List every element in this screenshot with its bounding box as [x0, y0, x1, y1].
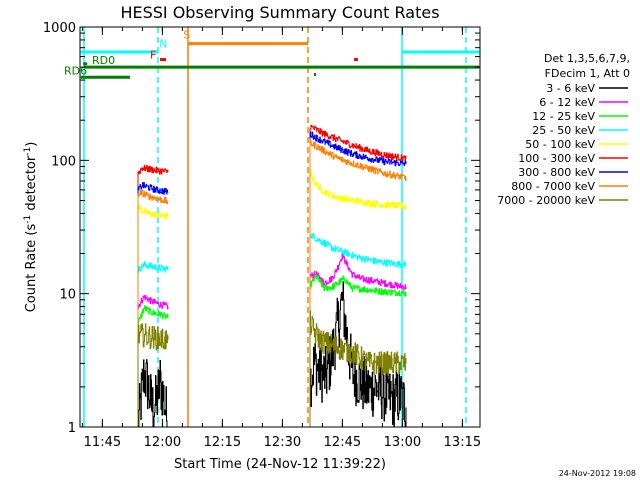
legend-label: 100 - 300 keV [518, 152, 595, 165]
legend: Det 1,3,5,6,7,9, FDecim 1, Att 0 3 - 6 k… [497, 52, 630, 207]
legend-header-line2: FDecim 1, Att 0 [545, 67, 630, 80]
x-tick-label: 12:00 [144, 435, 181, 450]
series-line [309, 170, 407, 427]
annotation-label: RD0 [92, 54, 115, 67]
series-line [137, 323, 169, 427]
annotation-label: RD6 [64, 65, 87, 78]
chart-title: HESSI Observing Summary Count Rates [120, 3, 439, 22]
series-line [309, 131, 407, 427]
y-tick-label: 1000 [43, 21, 76, 36]
y-axis-label: Count Rate (s-1 detector-1) [23, 142, 39, 313]
y-axis-label-part3: ) [24, 142, 39, 147]
series-line [309, 274, 407, 427]
series-line [309, 310, 407, 427]
y-axis-label-part2: detector [24, 155, 39, 215]
legend-label: 800 - 7000 keV [511, 180, 595, 193]
x-tick-label: 12:30 [264, 435, 301, 450]
legend-label: 50 - 100 keV [525, 138, 595, 151]
legend-label: 25 - 50 keV [532, 124, 595, 137]
series-line [137, 182, 169, 427]
y-axis-label-part1: Count Rate (s [24, 224, 39, 313]
series-line [137, 189, 169, 427]
x-tick-label: 12:15 [204, 435, 241, 450]
annotation-label: F [150, 49, 156, 62]
legend-label: 7000 - 20000 keV [497, 194, 595, 207]
annotation-layer: N S F RD0 RD6 [64, 27, 480, 427]
series-line [309, 251, 407, 427]
series-layer [137, 124, 407, 428]
legend-label: 300 - 800 keV [518, 166, 595, 179]
legend-label: 12 - 25 keV [532, 110, 595, 123]
plot-frame [79, 26, 481, 428]
x-tick-label: 13:15 [444, 435, 481, 450]
x-axis-label: Start Time (24-Nov-12 11:39:22) [174, 457, 386, 472]
series-line [309, 139, 407, 427]
series-line [137, 305, 169, 427]
series-line [309, 124, 407, 427]
series-line [137, 164, 169, 427]
y-tick-label: 1 [68, 421, 76, 436]
legend-header-line1: Det 1,3,5,6,7,9, [544, 52, 630, 65]
y-axis-label-sup1: -1 [23, 215, 33, 224]
series-line [137, 261, 169, 427]
legend-label: 3 - 6 keV [546, 82, 595, 95]
annotation-label: N [159, 38, 167, 51]
series-line [309, 281, 407, 428]
series-line [137, 295, 169, 427]
legend-label: 6 - 12 keV [539, 96, 595, 109]
series-line [309, 233, 407, 427]
axes-layer: 11:45 12:00 12:15 12:30 12:45 13:00 13:15 1 10 10… [43, 21, 481, 450]
footer-timestamp: 24-Nov-2012 19:08 [559, 469, 636, 478]
x-tick-label: 11:45 [84, 435, 121, 450]
y-axis-label-sup2: -1 [23, 147, 33, 156]
y-tick-label: 100 [51, 154, 76, 169]
series-line [137, 359, 168, 428]
x-tick-label: 13:00 [384, 435, 421, 450]
y-tick-label: 10 [59, 288, 76, 303]
series-line [137, 204, 169, 427]
annotation-label: S [183, 28, 190, 41]
x-tick-label: 12:45 [324, 435, 361, 450]
